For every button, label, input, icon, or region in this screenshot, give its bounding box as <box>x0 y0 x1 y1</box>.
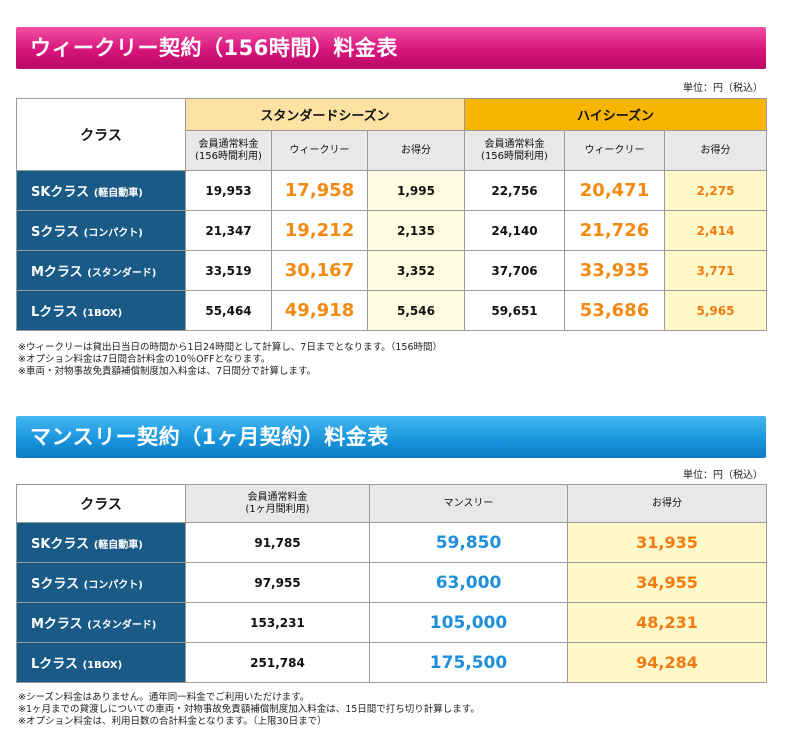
row-class-label: Lクラス (1BOX) <box>16 642 186 683</box>
monthly-member-price: 91,785 <box>185 522 370 563</box>
std-weekly-price: 19,212 <box>271 210 368 251</box>
std-weekly-price: 49,918 <box>271 290 368 331</box>
row-class-label: Mクラス (スタンダード) <box>16 602 186 643</box>
high-member-price: 59,651 <box>464 290 565 331</box>
monthly-note: ※1ヶ月までの貸渡しについての車両・対物事故免責額補償制度加入料金は、15日間で… <box>18 704 480 715</box>
std-weekly-col-header: ウィークリー <box>271 130 368 171</box>
high-weekly-price: 33,935 <box>564 250 665 291</box>
monthly-unit-label: 単位：円（税込） <box>683 470 763 481</box>
std-member-price: 55,464 <box>185 290 272 331</box>
high-weekly-price: 21,726 <box>564 210 665 251</box>
monthly-member-price: 97,955 <box>185 562 370 603</box>
high-season-header: ハイシーズン <box>464 98 767 131</box>
weekly-price-table: クラス スタンダードシーズン ハイシーズン 会員通常料金 (156時間利用) ウ… <box>16 98 767 331</box>
monthly-save-col-header: お得分 <box>567 484 767 523</box>
high-savings: 3,771 <box>664 250 767 291</box>
row-class-label: Lクラス (1BOX) <box>16 290 186 331</box>
table-row: SKクラス (軽自動車) 19,953 17,958 1,995 22,756 … <box>16 170 767 211</box>
weekly-unit-label: 単位：円（税込） <box>683 83 763 94</box>
std-savings: 1,995 <box>367 170 465 211</box>
monthly-col-header: マンスリー <box>369 484 568 523</box>
table-row: SKクラス (軽自動車) 91,785 59,850 31,935 <box>16 522 767 563</box>
row-class-label: SKクラス (軽自動車) <box>16 170 186 211</box>
monthly-savings: 34,955 <box>567 562 767 603</box>
high-member-price: 22,756 <box>464 170 565 211</box>
monthly-price-table: クラス 会員通常料金 (1ヶ月間利用) マンスリー お得分 SKクラス (軽自動… <box>16 484 767 683</box>
monthly-price: 105,000 <box>369 602 568 643</box>
monthly-title-banner: マンスリー契約（1ヶ月契約）料金表 <box>16 416 766 458</box>
monthly-price: 175,500 <box>369 642 568 683</box>
std-member-price: 33,519 <box>185 250 272 291</box>
monthly-price: 59,850 <box>369 522 568 563</box>
weekly-note: ※ウィークリーは貸出日当日の時間から1日24時間として計算し、7日までとなります… <box>18 342 443 353</box>
std-savings: 2,135 <box>367 210 465 251</box>
table-row: Sクラス (コンパクト) 21,347 19,212 2,135 24,140 … <box>16 210 767 251</box>
monthly-member-price: 251,784 <box>185 642 370 683</box>
std-weekly-price: 17,958 <box>271 170 368 211</box>
high-savings: 2,275 <box>664 170 767 211</box>
high-save-col-header: お得分 <box>664 130 767 171</box>
table-row: Mクラス (スタンダード) 33,519 30,167 3,352 37,706… <box>16 250 767 291</box>
std-savings: 5,546 <box>367 290 465 331</box>
high-member-price: 37,706 <box>464 250 565 291</box>
high-savings: 5,965 <box>664 290 767 331</box>
std-member-price: 21,347 <box>185 210 272 251</box>
table-row: Lクラス (1BOX) 55,464 49,918 5,546 59,651 5… <box>16 290 767 331</box>
weekly-class-header: クラス <box>16 98 186 171</box>
high-weekly-price: 53,686 <box>564 290 665 331</box>
high-member-col-header: 会員通常料金 (156時間利用) <box>464 130 565 171</box>
high-weekly-price: 20,471 <box>564 170 665 211</box>
std-savings: 3,352 <box>367 250 465 291</box>
std-save-col-header: お得分 <box>367 130 465 171</box>
monthly-savings: 31,935 <box>567 522 767 563</box>
weekly-title-banner: ウィークリー契約（156時間）料金表 <box>16 27 766 69</box>
row-class-label: Sクラス (コンパクト) <box>16 210 186 251</box>
std-member-price: 19,953 <box>185 170 272 211</box>
table-row: Lクラス (1BOX) 251,784 175,500 94,284 <box>16 642 767 683</box>
monthly-price: 63,000 <box>369 562 568 603</box>
weekly-notes: ※ウィークリーは貸出日当日の時間から1日24時間として計算し、7日までとなります… <box>18 342 442 378</box>
row-class-label: SKクラス (軽自動車) <box>16 522 186 563</box>
weekly-note: ※車両・対物事故免責額補償制度加入料金は、7日間分で計算します。 <box>18 366 317 377</box>
high-savings: 2,414 <box>664 210 767 251</box>
row-class-label: Mクラス (スタンダード) <box>16 250 186 291</box>
std-weekly-price: 30,167 <box>271 250 368 291</box>
monthly-member-price: 153,231 <box>185 602 370 643</box>
monthly-member-col-header: 会員通常料金 (1ヶ月間利用) <box>185 484 370 523</box>
monthly-savings: 94,284 <box>567 642 767 683</box>
weekly-note: ※オプション料金は7日間合計料金の10％OFFとなります。 <box>18 354 271 365</box>
table-row: Sクラス (コンパクト) 97,955 63,000 34,955 <box>16 562 767 603</box>
high-member-price: 24,140 <box>464 210 565 251</box>
high-weekly-col-header: ウィークリー <box>564 130 665 171</box>
standard-season-header: スタンダードシーズン <box>185 98 465 131</box>
table-row: Mクラス (スタンダード) 153,231 105,000 48,231 <box>16 602 767 643</box>
monthly-note: ※オプション料金は、利用日数の合計料金となります。（上限30日まで） <box>18 716 327 727</box>
monthly-class-header: クラス <box>16 484 186 523</box>
row-class-label: Sクラス (コンパクト) <box>16 562 186 603</box>
monthly-note: ※シーズン料金はありません。通年同一料金でご利用いただけます。 <box>18 692 310 703</box>
std-member-col-header: 会員通常料金 (156時間利用) <box>185 130 272 171</box>
monthly-savings: 48,231 <box>567 602 767 643</box>
monthly-notes: ※シーズン料金はありません。通年同一料金でご利用いただけます。 ※1ヶ月までの貸… <box>18 692 480 728</box>
